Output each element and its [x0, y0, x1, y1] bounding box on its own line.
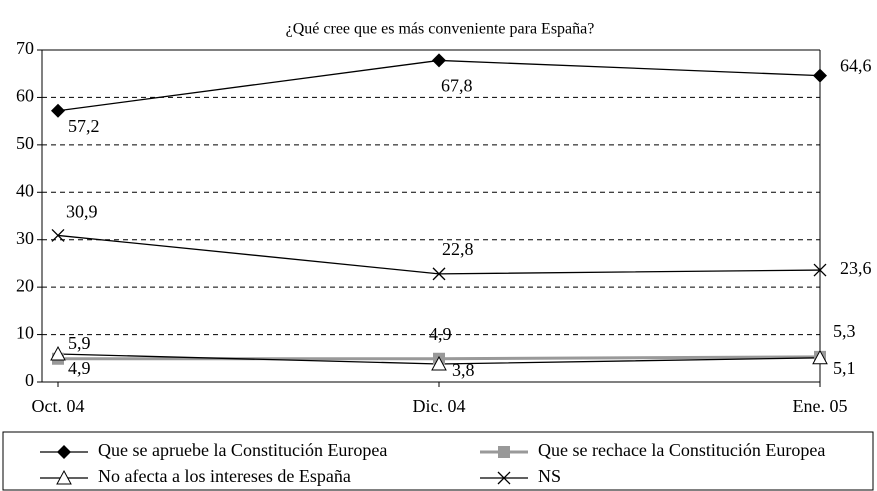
y-tick-label: 70 [16, 38, 34, 58]
value-label: 4,9 [429, 324, 452, 344]
legend-box [2, 431, 874, 491]
value-label: 5,9 [68, 333, 91, 353]
marker [813, 68, 827, 83]
x-tick-label: Oct. 04 [32, 396, 85, 416]
marker [432, 53, 446, 68]
marker [51, 228, 65, 242]
marker [497, 471, 511, 485]
value-label: 3,8 [452, 360, 475, 380]
chart-title: ¿Qué cree que es más conveniente para Es… [286, 21, 595, 38]
y-tick-label: 0 [25, 370, 34, 390]
value-label: 23,6 [840, 258, 872, 278]
value-label: 30,9 [66, 202, 98, 222]
marker [50, 345, 66, 361]
marker [498, 446, 510, 458]
value-label: 67,8 [441, 76, 473, 96]
value-label: 57,2 [68, 116, 100, 136]
legend-label: No afecta a los intereses de España [98, 466, 351, 486]
legend-item: Que se rechace la Constitución Europea [480, 440, 825, 460]
x-tick-label: Ene. 05 [793, 396, 848, 416]
marker [57, 445, 71, 459]
y-tick-label: 30 [16, 228, 34, 248]
value-label: 5,3 [833, 321, 856, 341]
legend-label: Que se apruebe la Constitución Europea [98, 440, 387, 460]
marker [813, 263, 827, 277]
value-label: 64,6 [840, 56, 872, 76]
legend-item: NS [480, 466, 561, 486]
y-tick-label: 10 [16, 323, 34, 343]
value-label: 22,8 [442, 239, 474, 259]
marker [432, 267, 446, 281]
value-label: 5,1 [833, 358, 856, 378]
legend-label: Que se rechace la Constitución Europea [538, 440, 825, 460]
marker-stroke [497, 471, 511, 485]
series-line [57, 234, 821, 275]
series-line [57, 59, 821, 112]
marker-stroke [51, 228, 65, 242]
legend-item: No afecta a los intereses de España [40, 466, 351, 486]
y-tick-label: 50 [16, 133, 34, 153]
marker [51, 103, 65, 118]
x-tick-label: Dic. 04 [413, 396, 466, 416]
value-label: 4,9 [68, 358, 91, 378]
marker-stroke [432, 267, 446, 281]
marker [812, 349, 828, 365]
y-tick-label: 40 [16, 180, 34, 200]
marker [431, 355, 447, 371]
marker [56, 469, 72, 485]
legend-label: NS [538, 466, 561, 486]
legend-item: Que se apruebe la Constitución Europea [40, 440, 387, 460]
marker-stroke [813, 263, 827, 277]
y-tick-label: 20 [16, 275, 34, 295]
y-tick-label: 60 [16, 86, 34, 106]
